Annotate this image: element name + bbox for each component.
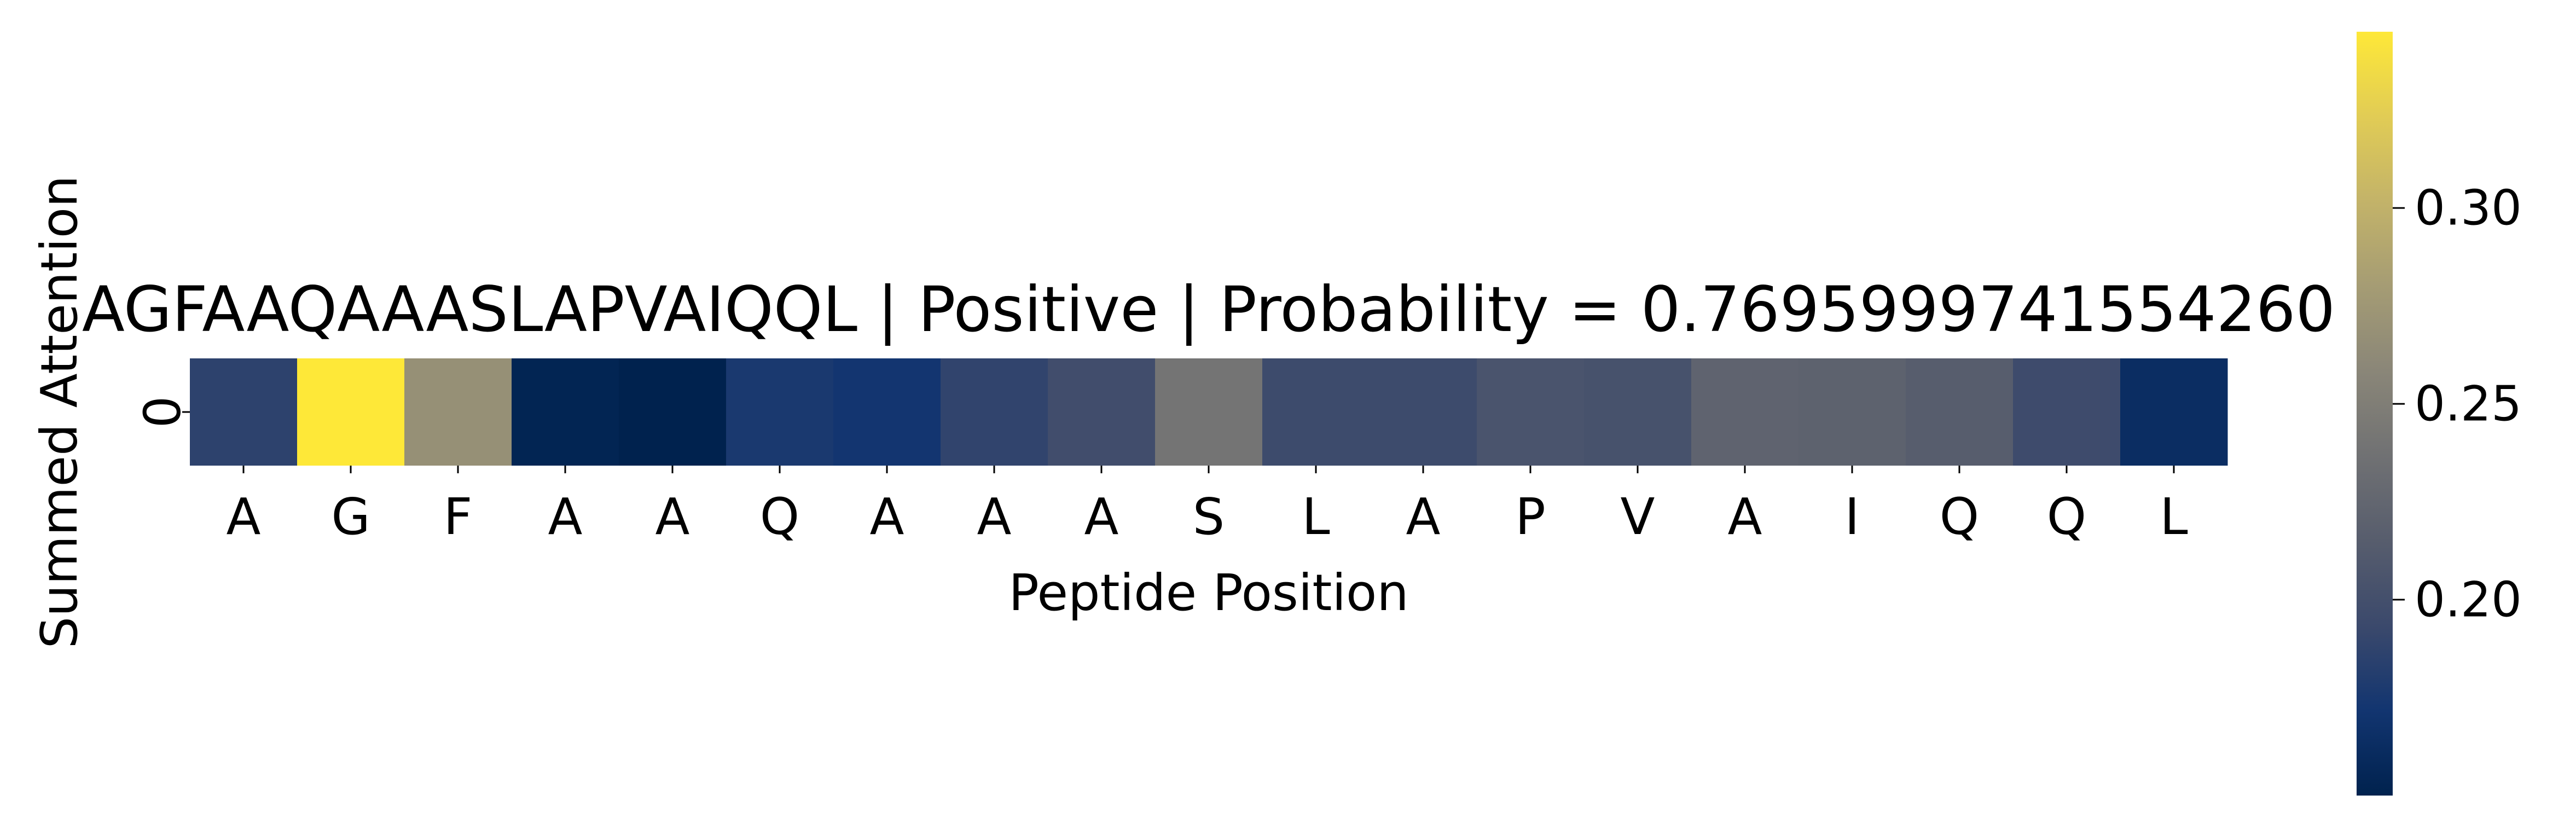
heatmap-cell: [1906, 358, 2014, 466]
heatmap-cell: [297, 358, 405, 466]
x-tick-label: A: [227, 488, 261, 546]
colorbar-gradient: [2357, 32, 2393, 796]
x-tick-label: L: [2160, 488, 2188, 546]
y-tick-labels: 0: [134, 396, 192, 428]
x-tick-label: Q: [760, 488, 799, 546]
x-tick-label: A: [977, 488, 1012, 546]
colorbar-tick-label: 0.30: [2415, 180, 2522, 236]
x-tick-label: A: [1728, 488, 1762, 546]
x-tick-label: Q: [2047, 488, 2086, 546]
heatmap-cell: [619, 358, 727, 466]
x-tick-label: P: [1515, 488, 1545, 546]
heatmap-cell: [1262, 358, 1370, 466]
x-tick-label: S: [1193, 488, 1225, 546]
colorbar-ticks: 0.20 0.25 0.30: [2393, 180, 2522, 628]
heatmap-cell: [1477, 358, 1585, 466]
x-tick-label: A: [1406, 488, 1441, 546]
heatmap-cell: [404, 358, 512, 466]
chart-title: AGFAAQAAASLAPVAIQQL | Positive | Probabi…: [82, 273, 2335, 346]
heatmap-cell: [941, 358, 1048, 466]
heatmap-cell: [1370, 358, 1477, 466]
x-tick-label: F: [444, 488, 473, 546]
heatmap-cell: [1584, 358, 1692, 466]
x-tick-label: G: [331, 488, 370, 546]
x-tick-label: A: [1084, 488, 1119, 546]
heatmap-cell: [2120, 358, 2228, 466]
heatmap-cell: [1155, 358, 1263, 466]
y-axis-label: Summed Attention: [30, 176, 89, 649]
heatmap-cell: [1691, 358, 1799, 466]
heatmap-cell: [2013, 358, 2121, 466]
heatmap-cell: [190, 358, 298, 466]
heatmap-cell: [1798, 358, 1906, 466]
colorbar: 0.20 0.25 0.30: [2357, 32, 2522, 796]
colorbar-tick-label: 0.20: [2415, 572, 2522, 628]
heatmap-cell: [833, 358, 941, 466]
x-tick-label: A: [548, 488, 583, 546]
colorbar-tick-label: 0.25: [2415, 376, 2522, 432]
heatmap-cells: [190, 358, 2228, 466]
x-tick-label: Q: [1940, 488, 1979, 546]
y-tick-label: 0: [134, 396, 192, 428]
heatmap-cell: [1048, 358, 1156, 466]
x-tick-label: I: [1844, 488, 1859, 546]
x-tick-label: V: [1621, 488, 1655, 546]
x-tick-label: L: [1302, 488, 1330, 546]
x-tick-label: A: [655, 488, 690, 546]
heatmap-cell: [512, 358, 619, 466]
x-axis-label: Peptide Position: [1008, 564, 1408, 622]
heatmap-cell: [726, 358, 834, 466]
x-tick-label: A: [870, 488, 904, 546]
